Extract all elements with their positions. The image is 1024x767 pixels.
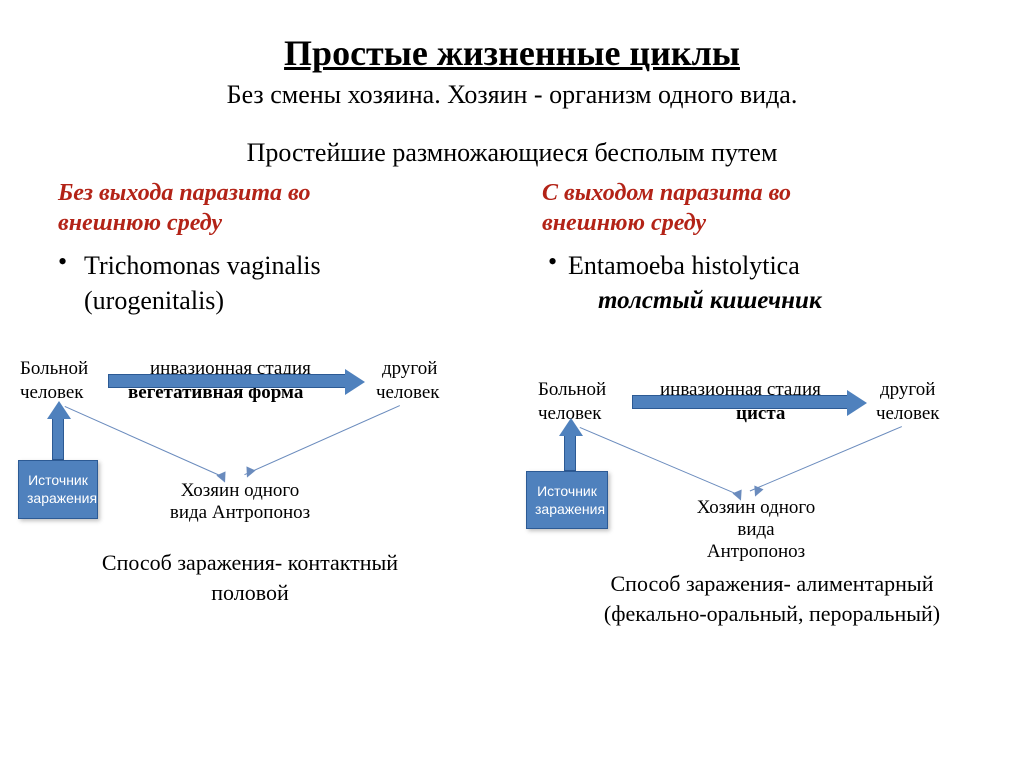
right-heading-line1: С выходом паразита во (542, 180, 791, 206)
left-box-l1: Источник (28, 472, 88, 488)
left-method-l1: Способ заражения- контактный (102, 550, 398, 575)
right-host-l1: Хозяин одного (697, 497, 815, 518)
right-dst-bot: человек (876, 403, 940, 425)
left-diagram: Больной человек инвазионная стадия вегет… (0, 358, 492, 618)
left-species-line2: (urogenitalis) (84, 286, 224, 315)
left-diag-head-2 (242, 467, 255, 480)
right-source-box: Источник заражения (526, 471, 608, 529)
right-diagram: Больной человек инвазионная стадия циста… (512, 379, 994, 639)
right-heading-line2: внешнюю среду (542, 210, 706, 236)
left-diag-line-2 (244, 405, 400, 475)
right-box-l1: Источник (537, 483, 597, 499)
left-arrow-main (108, 374, 346, 388)
subtitle: Без смены хозяина. Хозяин - организм одн… (0, 80, 1024, 110)
left-bullet: • Trichomonas vaginalis (urogenitalis) (58, 248, 492, 318)
left-host-l1: Хозяин одного (181, 480, 299, 501)
left-arrow-up (52, 418, 64, 460)
left-bullet-text: Trichomonas vaginalis (urogenitalis) (84, 248, 321, 318)
left-box-l2: заражения (27, 490, 97, 506)
left-host: Хозяин одного вида Антропоноз (160, 480, 320, 524)
left-heading: Без выхода паразита во внешнюю среду (58, 178, 492, 238)
right-dst-top: другой (880, 379, 935, 401)
main-title: Простые жизненные циклы (0, 0, 1024, 74)
right-method: Способ заражения- алиментарный (фекально… (552, 569, 992, 628)
left-heading-line2: внешнюю среду (58, 210, 222, 236)
right-src-top: Больной (538, 379, 606, 401)
right-arrow-main (632, 395, 848, 409)
bullet-dot-icon: • (58, 248, 84, 277)
left-dst-top: другой (382, 358, 437, 380)
right-host: Хозяин одного вида Антропоноз (676, 497, 836, 563)
left-src-top: Больной (20, 358, 88, 380)
right-method-l1: Способ заражения- алиментарный (611, 571, 934, 596)
right-bullet-text: Entamoeba histolytica (568, 248, 800, 283)
right-arrow-up (564, 435, 576, 471)
bullet-dot-icon: • (542, 248, 568, 277)
right-box-l2: заражения (535, 501, 605, 517)
left-method: Способ заражения- контактный половой (40, 548, 460, 607)
right-heading: С выходом паразита во внешнюю среду (542, 178, 994, 238)
right-method-l2: (фекально-оральный, пероральный) (604, 601, 940, 626)
left-column: Без выхода паразита во внешнюю среду • T… (0, 178, 512, 639)
right-bullet: • Entamoeba histolytica (542, 248, 994, 283)
right-diag-line-2 (750, 426, 902, 491)
columns-container: Без выхода паразита во внешнюю среду • T… (0, 178, 1024, 639)
left-method-l2: половой (211, 580, 288, 605)
right-species: Entamoeba histolytica (568, 251, 800, 280)
left-source-box: Источник заражения (18, 460, 98, 518)
left-host-l2: вида Антропоноз (170, 502, 310, 523)
right-organ: толстый кишечник (598, 287, 994, 315)
right-host-l3: Антропоноз (707, 541, 805, 562)
subheading: Простейшие размножающиеся бесполым путем (0, 138, 1024, 168)
left-heading-line1: Без выхода паразита во (58, 180, 310, 206)
left-species-line1: Trichomonas vaginalis (84, 251, 321, 280)
right-host-l2: вида (737, 519, 774, 540)
right-column: С выходом паразита во внешнюю среду • En… (512, 178, 1024, 639)
left-dst-bot: человек (376, 382, 440, 404)
